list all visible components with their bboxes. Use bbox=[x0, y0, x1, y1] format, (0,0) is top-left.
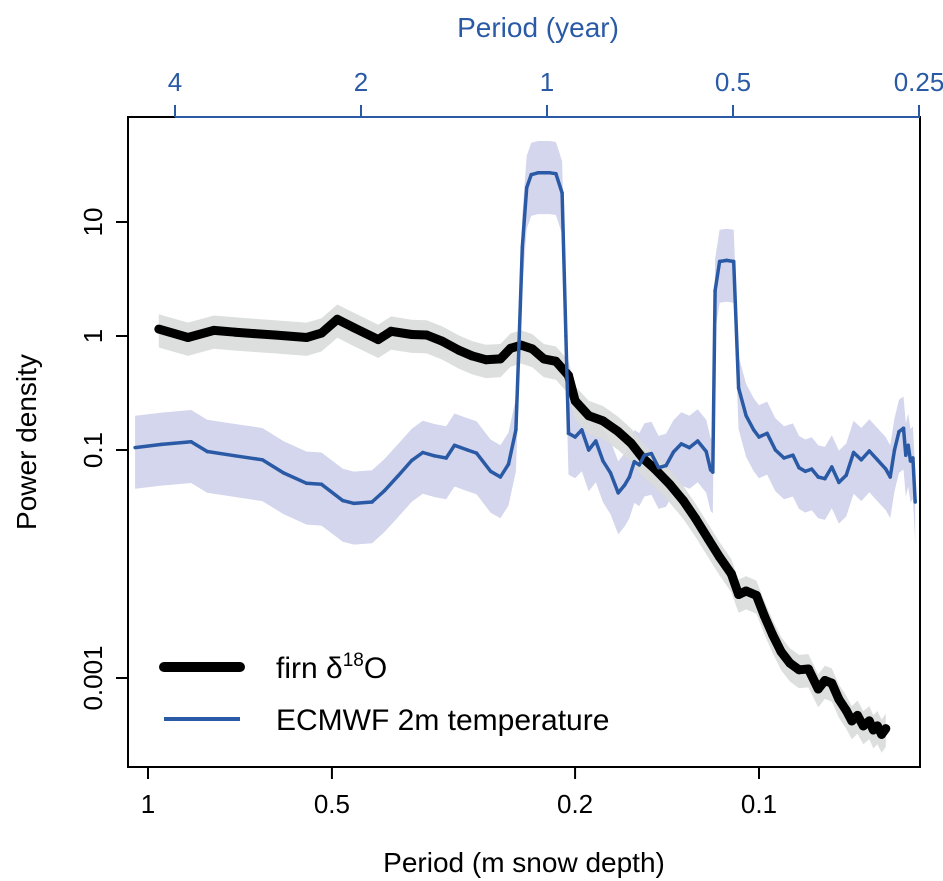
ecmwf-line-segment bbox=[444, 443, 457, 460]
ecmwf-line-segment bbox=[823, 465, 834, 481]
ecmwf-line-segment bbox=[517, 245, 525, 343]
ecmwf-line-segment bbox=[421, 450, 437, 458]
ecmwf-line-segment bbox=[233, 454, 265, 462]
firn-line-segment bbox=[877, 724, 891, 739]
legend-firn-label: firn δ18O bbox=[276, 650, 387, 685]
ecmwf-line-segment bbox=[159, 440, 193, 447]
ecmwf-line-segment bbox=[564, 334, 571, 436]
ecmwf-line-segment bbox=[664, 450, 676, 468]
x-axis-title: Period (m snow depth) bbox=[383, 847, 665, 878]
y-axis: 10 1 0.1 0.001 bbox=[78, 208, 128, 711]
x-axis-bottom: 1 0.5 0.2 0.1 bbox=[141, 767, 777, 819]
firn-line-segment bbox=[154, 324, 193, 342]
ecmwf-line-segment bbox=[432, 454, 448, 460]
y-tick-label: 0.001 bbox=[78, 645, 108, 710]
ecmwf-line-segment bbox=[370, 488, 387, 504]
x-tick-label: 0.5 bbox=[314, 789, 350, 819]
ecmwf-line-segment bbox=[844, 450, 856, 478]
ecmwf-line-segment bbox=[851, 450, 864, 462]
y-axis-title: Power density bbox=[11, 354, 42, 530]
ecmwf-line-segment bbox=[773, 448, 786, 460]
legend: firn δ18O ECMWF 2m temperature bbox=[159, 650, 609, 737]
ecmwf-line-segment bbox=[875, 458, 888, 471]
ecmwf-line-segment bbox=[608, 471, 620, 495]
ecmwf-line-segment bbox=[382, 474, 400, 493]
ecmwf-line-segment bbox=[488, 469, 503, 479]
y-tick-label: 1 bbox=[78, 329, 108, 343]
ecmwf-line-segment bbox=[695, 439, 708, 454]
ecmwf-line-segment bbox=[859, 449, 872, 462]
ecmwf-line-segment bbox=[281, 471, 309, 486]
ecmwf-line-segment bbox=[867, 449, 880, 462]
x-top-axis-title: Period (year) bbox=[457, 12, 619, 43]
ecmwf-line-segment bbox=[514, 339, 521, 432]
ecmwf-line-segment bbox=[594, 439, 605, 463]
ecmwf-line-segment bbox=[704, 449, 713, 472]
ecmwf-line-segment bbox=[520, 185, 529, 250]
ecmwf-line-segment bbox=[396, 458, 414, 478]
x-top-tick-label: 4 bbox=[168, 67, 182, 97]
ecmwf-line-segment bbox=[601, 459, 613, 475]
ecmwf-line-segment bbox=[506, 428, 518, 466]
ecmwf-line-segment bbox=[498, 462, 511, 479]
ecmwf-line-segment bbox=[580, 428, 591, 452]
ecmwf-line-segment bbox=[410, 450, 425, 463]
ecmwf-line-segment bbox=[474, 451, 493, 474]
ecmwf-line-segment bbox=[671, 442, 684, 454]
ecmwf-line-segment bbox=[736, 386, 748, 418]
ecmwf-line-segment bbox=[554, 171, 564, 195]
firn-line-segment bbox=[270, 330, 312, 342]
y-tick-label: 10 bbox=[78, 208, 108, 237]
ecmwf-line-segment bbox=[189, 440, 209, 454]
ecmwf-line-segment bbox=[649, 451, 661, 470]
ecmwf-line-segment bbox=[260, 458, 286, 475]
ecmwf-line-segment bbox=[637, 453, 647, 467]
ecmwf-line-segment bbox=[892, 429, 901, 452]
ecmwf-line-segment bbox=[341, 498, 356, 506]
firn-series bbox=[154, 314, 891, 739]
ecmwf-line-segment bbox=[744, 413, 756, 432]
ecmwf-line-segment bbox=[560, 191, 568, 338]
ecmwf-line-segment bbox=[731, 259, 741, 390]
ecmwf-line-segment bbox=[133, 442, 164, 450]
ecmwf-line-segment bbox=[711, 288, 717, 474]
ecmwf-line-segment bbox=[352, 500, 374, 506]
x-tick-label: 0.2 bbox=[557, 789, 593, 819]
ecmwf-line-segment bbox=[911, 456, 917, 504]
ecmwf-series bbox=[133, 171, 917, 506]
ecmwf-line-segment bbox=[765, 431, 778, 452]
ecmwf-line-segment bbox=[205, 449, 237, 458]
legend-ecmwf-label: ECMWF 2m temperature bbox=[276, 704, 609, 737]
y-tick-label: 0.1 bbox=[78, 432, 108, 468]
x-top-tick-label: 2 bbox=[354, 67, 368, 97]
x-tick-label: 0.1 bbox=[741, 789, 777, 819]
x-tick-label: 1 bbox=[141, 789, 155, 819]
ecmwf-line-segment bbox=[524, 172, 533, 190]
x-top-tick-label: 0.25 bbox=[894, 67, 943, 97]
ecmwf-line-segment bbox=[830, 465, 841, 485]
ecmwf-line-segment bbox=[319, 482, 345, 503]
ecmwf-line-segment bbox=[452, 443, 470, 452]
ecmwf-line-segment bbox=[791, 453, 801, 470]
x-axis-top: 4 2 1 0.5 0.25 bbox=[168, 67, 943, 118]
ecmwf-line-segment bbox=[888, 448, 897, 479]
x-top-tick-label: 1 bbox=[540, 67, 554, 97]
ecmwf-line-segment bbox=[713, 259, 722, 293]
ecmwf-line-segment bbox=[304, 481, 324, 487]
ecmwf-confidence-band bbox=[135, 141, 916, 545]
firn-confidence-band bbox=[158, 304, 886, 753]
ecmwf-line-segment bbox=[627, 459, 637, 479]
ecmwf-line-segment bbox=[687, 439, 700, 450]
ecmwf-line-segment bbox=[906, 443, 913, 463]
x-top-tick-label: 0.5 bbox=[715, 67, 751, 97]
